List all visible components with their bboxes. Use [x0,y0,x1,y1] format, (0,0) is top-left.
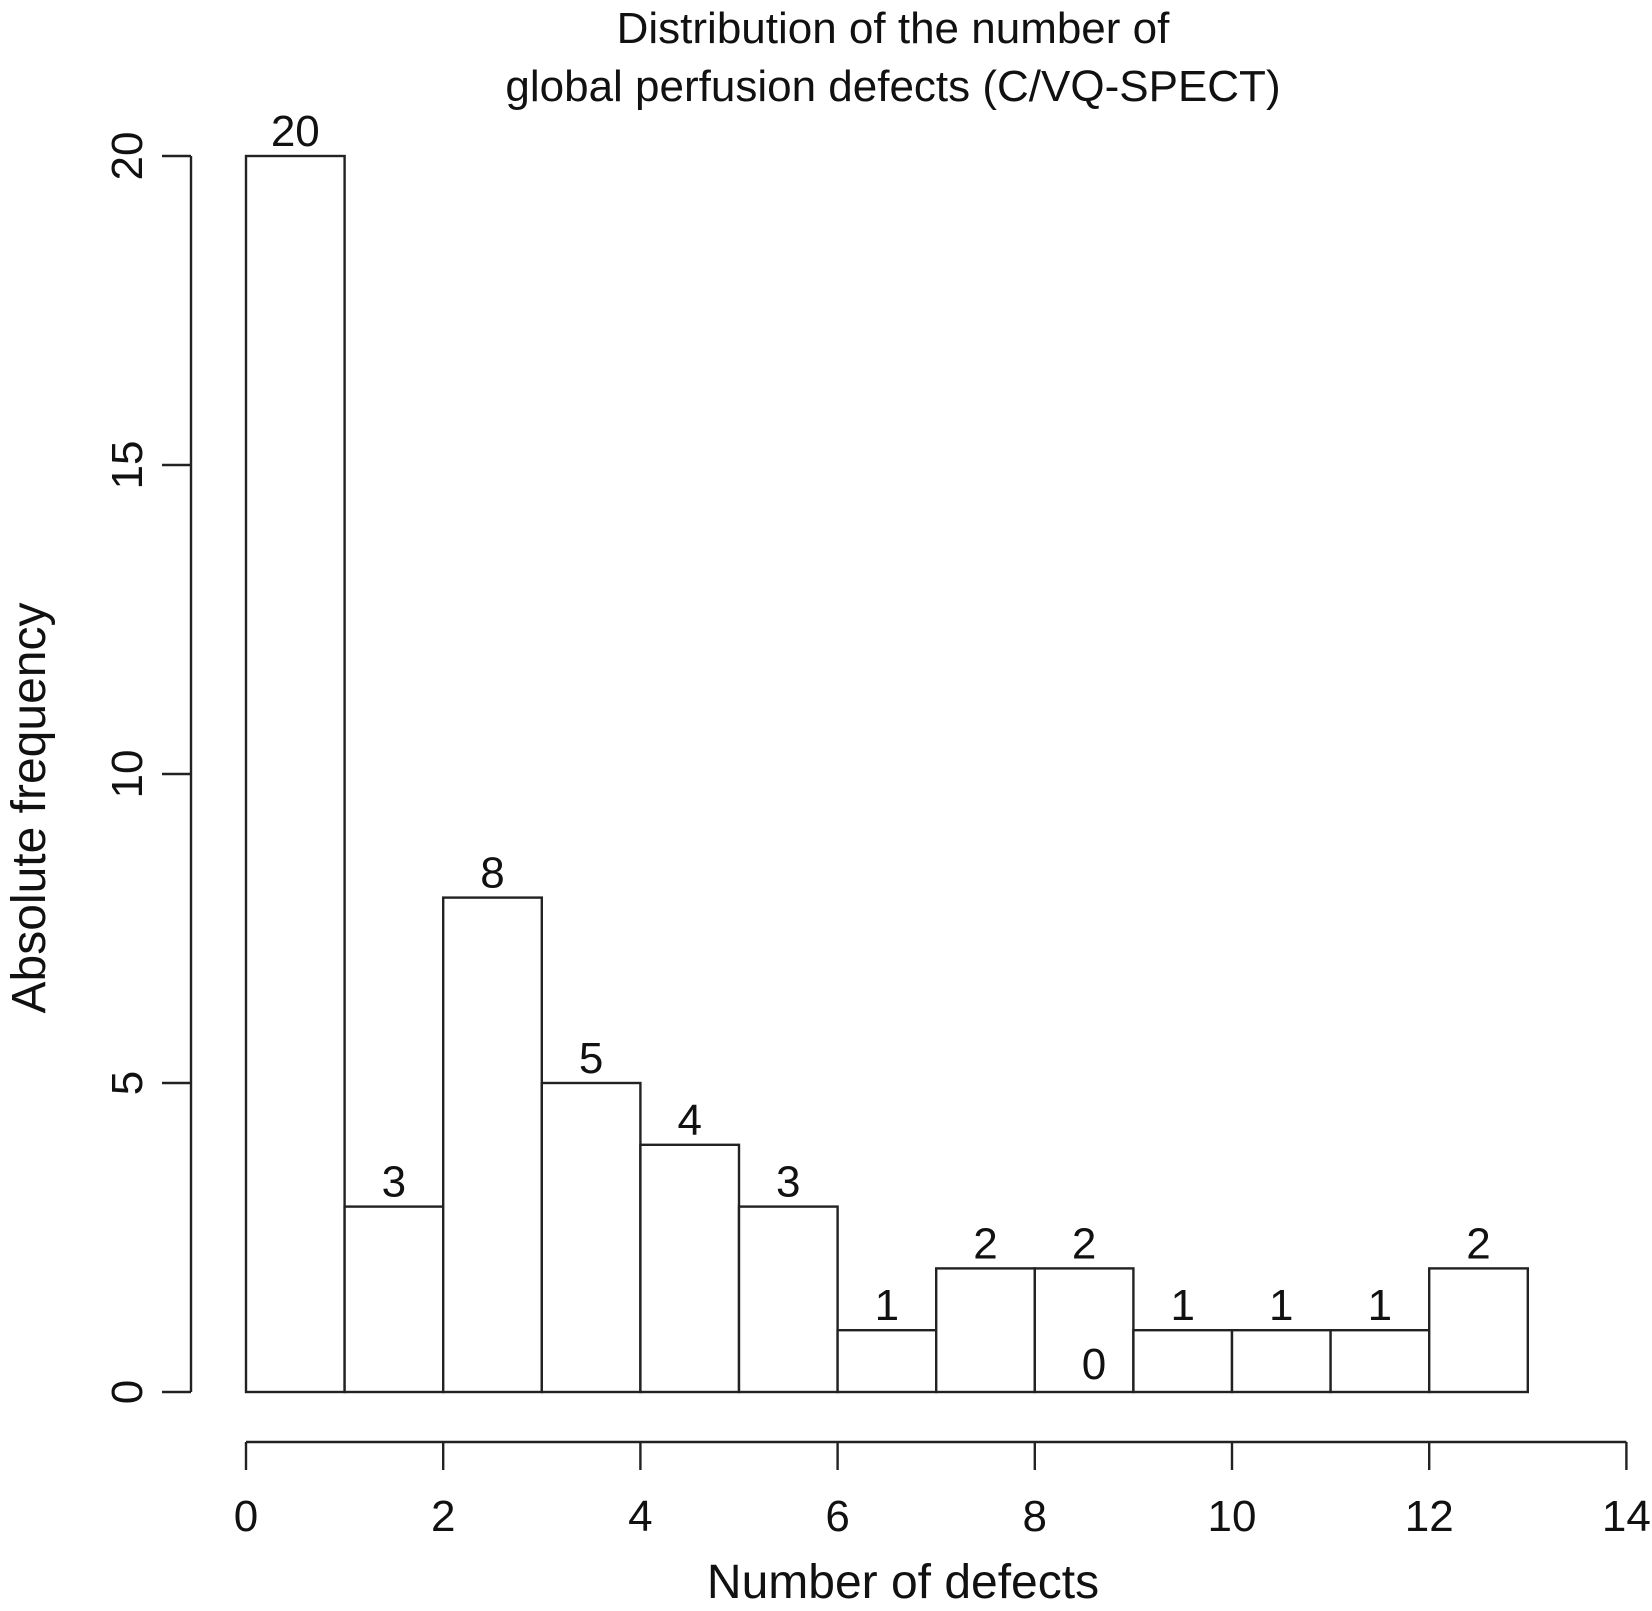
histogram-bar [935,1267,1037,1394]
x-axis-title: Number of defects [707,1556,1099,1609]
histogram-bar [540,1081,642,1394]
histogram-bar [1033,1267,1135,1394]
histogram-bar [244,154,346,1394]
histogram-bar [1329,1328,1431,1394]
bar-value-label: 1 [1269,1281,1293,1330]
x-tick-label: 14 [1602,1492,1651,1541]
extra-value-label: 0 [1082,1340,1106,1389]
chart-title: Distribution of the number of [617,4,1171,53]
bar-value-label: 2 [973,1219,997,1268]
bar-value-label: 8 [480,849,504,898]
x-axis: 0 2 4 6 8 10 12 14 [234,1440,1651,1541]
y-tick-label: 20 [103,132,152,181]
histogram-bar [1132,1328,1234,1394]
x-tick-label: 12 [1405,1492,1454,1541]
bar-value-label: 4 [677,1096,701,1145]
x-tick-label: 2 [431,1492,455,1541]
histogram-bar [836,1328,938,1394]
y-tick-label: 0 [103,1380,152,1404]
bar-value-label: 20 [271,107,320,156]
y-tick-label: 10 [103,750,152,799]
y-axis: 0 5 10 15 20 [103,132,193,1404]
bar-value-label: 3 [776,1158,800,1207]
bar-value-label: 1 [875,1281,899,1330]
histogram-bar [1427,1267,1529,1394]
histogram-bar [639,1143,741,1394]
y-tick-label: 15 [103,441,152,490]
bars-group [244,154,1529,1394]
x-tick-label: 8 [1023,1492,1047,1541]
x-tick-label: 0 [234,1492,258,1541]
bar-value-label: 1 [1368,1281,1392,1330]
bar-value-label: 3 [382,1158,406,1207]
histogram-bar [1230,1328,1332,1394]
bar-value-label: 2 [1466,1219,1490,1268]
chart-subtitle: global perfusion defects (C/VQ-SPECT) [505,62,1280,111]
x-tick-label: 4 [628,1492,652,1541]
bar-value-label: 5 [579,1034,603,1083]
bar-value-label: 1 [1170,1281,1194,1330]
histogram-bar [343,1205,445,1394]
histogram-bar [442,896,544,1394]
x-tick-label: 10 [1208,1492,1257,1541]
y-axis-title: Absolute frequency [3,603,56,1014]
histogram-bar [737,1205,839,1394]
x-tick-label: 6 [825,1492,849,1541]
bar-value-label: 2 [1072,1219,1096,1268]
y-tick-label: 5 [103,1071,152,1095]
